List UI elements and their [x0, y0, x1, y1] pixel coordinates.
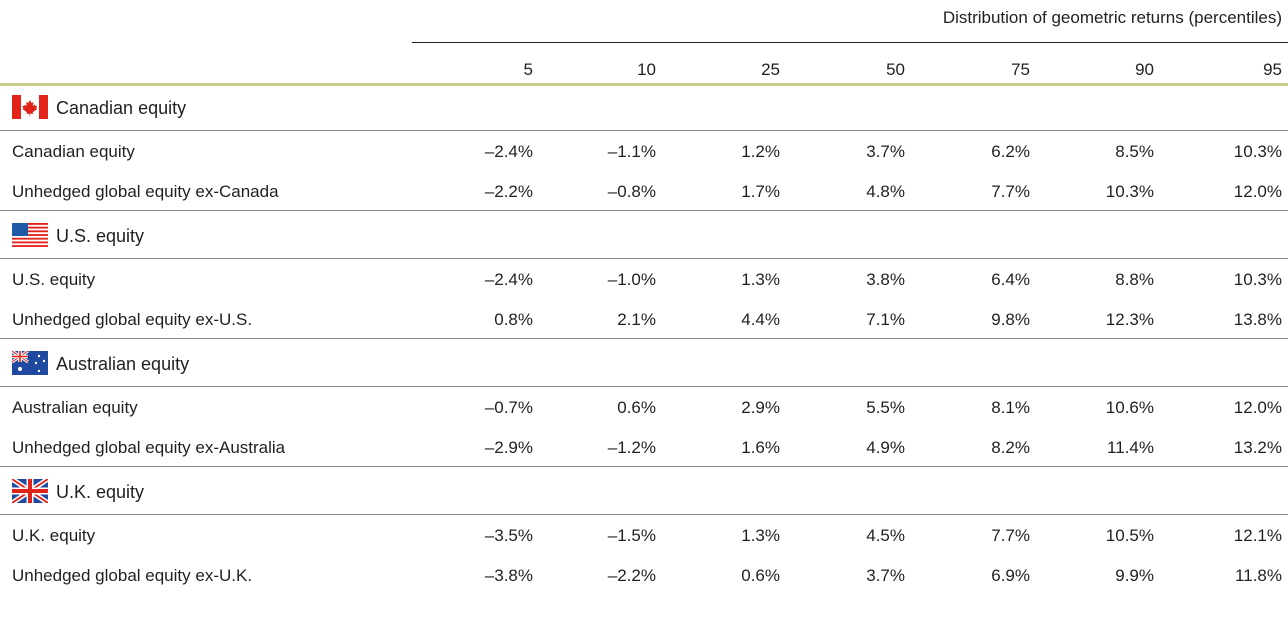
- cell-value: 4.8%: [866, 182, 905, 201]
- cell-value: 10.3%: [1233, 142, 1282, 161]
- cell-value: 3.8%: [866, 270, 905, 289]
- cell-value: –1.0%: [607, 270, 656, 289]
- cell-value: 13.8%: [1233, 310, 1282, 329]
- column-header: 10: [637, 60, 656, 79]
- cell-value: 4.5%: [866, 526, 905, 545]
- cell-value: 7.7%: [991, 182, 1030, 201]
- cell-value: 12.0%: [1233, 182, 1282, 201]
- cell-value: 7.1%: [866, 310, 905, 329]
- cell-value: 2.1%: [617, 310, 656, 329]
- cell-value: –1.5%: [607, 526, 656, 545]
- cell-value: –2.9%: [484, 438, 533, 457]
- cell-value: 6.2%: [991, 142, 1030, 161]
- cell-value: 8.5%: [1115, 142, 1154, 161]
- cell-value: 4.9%: [866, 438, 905, 457]
- cell-value: 12.3%: [1105, 310, 1154, 329]
- row-label: Unhedged global equity ex-U.S.: [12, 310, 253, 329]
- row-rule: [0, 386, 1288, 387]
- cell-value: 0.6%: [741, 566, 780, 585]
- cell-value: 8.8%: [1115, 270, 1154, 289]
- cell-value: –0.7%: [484, 398, 533, 417]
- cell-value: –3.5%: [484, 526, 533, 545]
- row-label: Australian equity: [12, 398, 138, 417]
- cell-value: 9.8%: [991, 310, 1030, 329]
- cell-value: 7.7%: [991, 526, 1030, 545]
- cell-value: 11.4%: [1107, 438, 1154, 457]
- cell-value: 3.7%: [866, 142, 905, 161]
- row-label: Unhedged global equity ex-Canada: [12, 182, 279, 201]
- column-header: 25: [761, 60, 780, 79]
- cell-value: 0.6%: [617, 398, 656, 417]
- row-rule: [0, 258, 1288, 259]
- cell-value: 4.4%: [741, 310, 780, 329]
- cell-value: 6.4%: [991, 270, 1030, 289]
- group-title: Australian equity: [56, 354, 190, 374]
- flag-icon: [12, 95, 48, 124]
- cell-value: 12.1%: [1233, 526, 1282, 545]
- cell-value: 13.2%: [1233, 438, 1282, 457]
- row-label: Unhedged global equity ex-U.K.: [12, 566, 253, 585]
- cell-value: 2.9%: [741, 398, 780, 417]
- flag-icon: [10, 476, 50, 508]
- cell-value: 1.7%: [741, 182, 780, 201]
- cell-value: 1.3%: [741, 270, 780, 289]
- group-title: Canadian equity: [56, 98, 187, 118]
- cell-value: –2.2%: [484, 182, 533, 201]
- cell-value: 1.2%: [741, 142, 780, 161]
- cell-value: –2.2%: [607, 566, 656, 585]
- cell-value: –2.4%: [484, 270, 533, 289]
- cell-value: 10.3%: [1105, 182, 1154, 201]
- cell-value: 10.5%: [1105, 526, 1154, 545]
- cell-value: 6.9%: [991, 566, 1030, 585]
- group-title: U.K. equity: [56, 482, 145, 502]
- table-title: Distribution of geometric returns (perce…: [942, 8, 1282, 27]
- cell-value: 1.3%: [741, 526, 780, 545]
- row-label: U.S. equity: [12, 270, 96, 289]
- cell-value: –1.2%: [607, 438, 656, 457]
- row-label: Unhedged global equity ex-Australia: [12, 438, 286, 457]
- row-rule: [0, 130, 1288, 131]
- row-label: Canadian equity: [12, 142, 135, 161]
- cell-value: 12.0%: [1233, 398, 1282, 417]
- cell-value: 5.5%: [866, 398, 905, 417]
- column-header: 95: [1263, 60, 1282, 79]
- header-underline: [0, 83, 1288, 86]
- flag-icon: [12, 223, 48, 252]
- cell-value: 0.8%: [494, 310, 533, 329]
- column-header: 5: [523, 60, 533, 79]
- column-header: 50: [886, 60, 905, 79]
- cell-value: –3.8%: [484, 566, 533, 585]
- cell-value: 10.3%: [1233, 270, 1282, 289]
- group-title: U.S. equity: [56, 226, 145, 246]
- cell-value: –0.8%: [607, 182, 656, 201]
- cell-value: 8.2%: [991, 438, 1030, 457]
- row-rule: [0, 466, 1288, 467]
- cell-value: 11.8%: [1235, 566, 1282, 585]
- header-rule: [412, 42, 1288, 43]
- column-header: 90: [1135, 60, 1154, 79]
- cell-value: 1.6%: [741, 438, 780, 457]
- cell-value: –1.1%: [607, 142, 656, 161]
- row-rule: [0, 514, 1288, 515]
- cell-value: 3.7%: [866, 566, 905, 585]
- cell-value: 10.6%: [1105, 398, 1154, 417]
- flag-icon: [11, 349, 48, 380]
- cell-value: 8.1%: [991, 398, 1030, 417]
- row-rule: [0, 210, 1288, 211]
- row-label: U.K. equity: [12, 526, 96, 545]
- row-rule: [0, 338, 1288, 339]
- column-header: 75: [1011, 60, 1030, 79]
- cell-value: 9.9%: [1115, 566, 1154, 585]
- cell-value: –2.4%: [484, 142, 533, 161]
